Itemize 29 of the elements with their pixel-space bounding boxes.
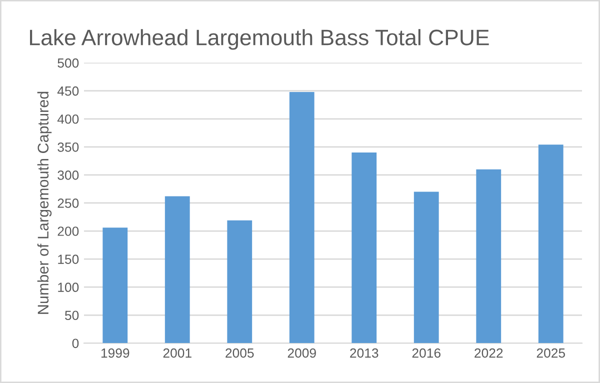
x-tick-label: 1999	[101, 348, 130, 358]
y-tick-label: 150	[58, 254, 79, 264]
y-tick-label: 450	[57, 86, 79, 96]
x-tick-label: 2013	[350, 348, 378, 358]
bar	[352, 152, 377, 344]
x-tick-label: 2001	[163, 348, 192, 358]
y-tick-label: 350	[58, 142, 79, 152]
x-tick-label: 2016	[412, 348, 440, 358]
bar	[227, 220, 252, 344]
bar	[538, 144, 564, 344]
bar	[164, 196, 190, 344]
chart-title: Lake Arrowhead Largemouth Bass Total CPUE	[30, 29, 489, 50]
x-tick-label: 2022	[474, 348, 503, 358]
x-tick-label: 2025	[536, 348, 565, 358]
y-tick-label: 200	[58, 226, 79, 236]
y-tick-label: 0	[72, 338, 79, 348]
bar	[289, 92, 314, 344]
y-tick-label: 500	[58, 58, 79, 68]
y-tick-label: 250	[58, 198, 79, 208]
bar	[414, 192, 439, 344]
y-tick-label: 300	[58, 170, 79, 180]
bar	[476, 169, 502, 344]
bar	[102, 228, 128, 344]
x-tick-label: 2009	[288, 348, 316, 358]
y-tick-label: 400	[57, 114, 79, 124]
y-tick-label: 100	[58, 282, 79, 292]
y-tick-label: 50	[64, 310, 79, 320]
x-tick-label: 2005	[226, 348, 254, 358]
y-axis-title: Number of Largemouth Captured	[37, 92, 52, 314]
